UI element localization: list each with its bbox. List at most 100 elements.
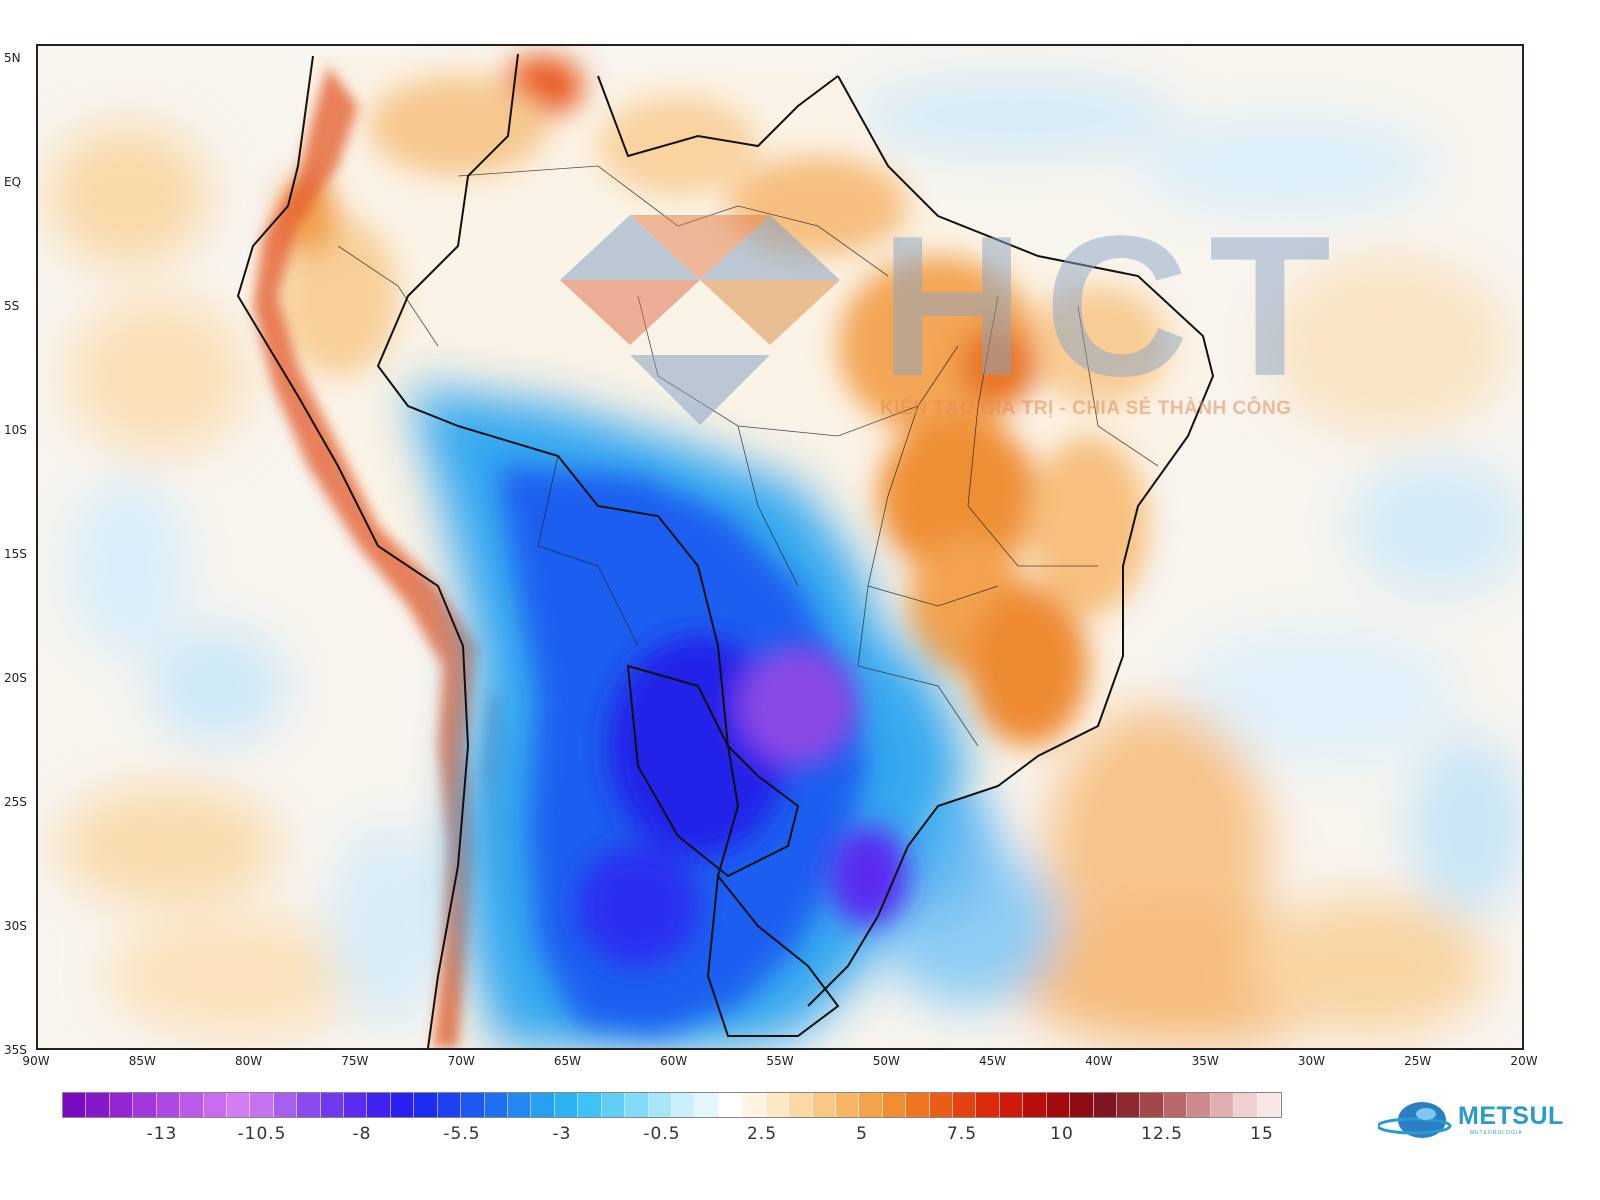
cold-anomaly-core: [578, 636, 908, 966]
color-scale-swatch: [648, 1093, 672, 1117]
warm-anomaly-layer: [278, 56, 1168, 746]
color-scale-label: -10.5: [237, 1124, 287, 1144]
color-scale-swatch: [1070, 1093, 1094, 1117]
lon-tick-label: 25W: [1404, 1054, 1432, 1068]
color-scale-swatch: [414, 1093, 438, 1117]
color-scale-swatch: [1234, 1093, 1258, 1117]
color-scale-swatch: [1116, 1093, 1141, 1117]
color-scale-swatch: [554, 1093, 579, 1117]
color-scale-swatch: [835, 1093, 860, 1117]
color-scale-swatch: [133, 1093, 157, 1117]
color-scale-swatch: [390, 1093, 415, 1117]
color-scale-swatch: [1257, 1093, 1281, 1117]
color-scale-swatch: [601, 1093, 626, 1117]
color-scale-label: 10: [1050, 1124, 1074, 1144]
color-scale-swatch: [1163, 1093, 1188, 1117]
color-scale-swatch: [718, 1093, 743, 1117]
color-scale-label: 5: [856, 1124, 868, 1144]
anomaly-map: [36, 44, 1524, 1050]
color-scale-swatch: [203, 1093, 227, 1117]
color-scale-swatch: [765, 1093, 790, 1117]
color-scale-swatch: [578, 1093, 602, 1117]
color-scale-label: -5.5: [443, 1124, 481, 1144]
color-scale-swatch: [1023, 1093, 1047, 1117]
lon-tick-label: 55W: [766, 1054, 794, 1068]
color-scale-swatch: [671, 1093, 696, 1117]
lat-tick-label: 5N: [4, 51, 21, 65]
color-scale-swatch: [484, 1093, 509, 1117]
globe-icon: [1378, 1102, 1452, 1138]
color-scale-swatch: [109, 1093, 134, 1117]
lat-tick-label: 35S: [4, 1043, 27, 1057]
color-scale-swatch: [812, 1093, 836, 1117]
lon-tick-label: 20W: [1510, 1054, 1538, 1068]
lon-tick-label: 35W: [1191, 1054, 1219, 1068]
color-scale-swatch: [156, 1093, 181, 1117]
color-scale-swatch: [929, 1093, 954, 1117]
color-scale-swatch: [789, 1093, 813, 1117]
color-scale-swatch: [508, 1093, 532, 1117]
color-scale-swatch: [63, 1093, 87, 1117]
color-scale-swatch: [437, 1093, 462, 1117]
lat-tick-label: 30S: [4, 919, 27, 933]
color-scale-swatch: [320, 1093, 345, 1117]
color-scale-swatch: [999, 1093, 1024, 1117]
color-scale-label: -8: [352, 1124, 372, 1144]
color-scale-swatch: [273, 1093, 298, 1117]
lon-tick-label: 50W: [872, 1054, 900, 1068]
metsul-logo: [1378, 1102, 1452, 1138]
color-scale-label: 7.5: [946, 1124, 978, 1144]
color-scale-swatch: [976, 1093, 1000, 1117]
metsul-wordmark: METSUL: [1458, 1102, 1564, 1130]
color-scale-swatch: [859, 1093, 883, 1117]
lat-tick-label: 20S: [4, 671, 27, 685]
color-scale-swatch: [695, 1093, 719, 1117]
ocean-anomaly-patches: [48, 76, 1522, 1046]
diamond-icon: [560, 215, 840, 425]
lon-tick-label: 40W: [1085, 1054, 1113, 1068]
color-scale-swatch: [180, 1093, 204, 1117]
lon-tick-label: 30W: [1297, 1054, 1325, 1068]
lon-tick-label: 65W: [553, 1054, 581, 1068]
color-scale-swatch: [1187, 1093, 1211, 1117]
color-scale-swatch: [344, 1093, 368, 1117]
lon-tick-label: 75W: [341, 1054, 369, 1068]
lon-tick-label: 45W: [978, 1054, 1007, 1068]
color-scale-swatch: [906, 1093, 930, 1117]
color-scale-label: -3: [552, 1124, 572, 1144]
country-borders: [236, 53, 1215, 1048]
lon-tick-label: 85W: [128, 1054, 156, 1068]
color-scale-swatch: [297, 1093, 321, 1117]
hct-watermark-logo: HCT: [560, 205, 1331, 425]
lat-tick-label: 10S: [4, 423, 27, 437]
color-scale-bar: [62, 1092, 1282, 1118]
lon-tick-label: 70W: [447, 1054, 475, 1068]
lon-tick-label: 80W: [234, 1054, 263, 1068]
color-scale-swatch: [953, 1093, 977, 1117]
color-scale-swatch: [226, 1093, 251, 1117]
color-scale-swatch: [250, 1093, 274, 1117]
map-canvas: [38, 46, 1522, 1048]
color-scale-label: 2.5: [746, 1124, 778, 1144]
metsul-subtitle: METEOROLOGIA: [1470, 1130, 1523, 1136]
color-scale-swatch: [1140, 1093, 1164, 1117]
color-scale-swatch: [1210, 1093, 1235, 1117]
state-borders: [337, 165, 1159, 747]
lon-tick-label: 60W: [660, 1054, 688, 1068]
color-scale-swatch: [1046, 1093, 1071, 1117]
lat-tick-label: 25S: [4, 795, 27, 809]
color-scale-swatch: [625, 1093, 649, 1117]
color-scale-swatch: [86, 1093, 110, 1117]
color-scale-swatch: [461, 1093, 485, 1117]
color-scale-swatch: [742, 1093, 766, 1117]
color-scale-label: 15: [1250, 1124, 1274, 1144]
color-scale-swatch: [1093, 1093, 1117, 1117]
color-scale-label: -13: [146, 1124, 178, 1144]
color-scale-label: -0.5: [643, 1124, 681, 1144]
color-scale-swatch: [882, 1093, 907, 1117]
lat-tick-label: EQ: [4, 175, 22, 189]
color-scale-label: 12.5: [1141, 1124, 1183, 1144]
lat-tick-label: 5S: [4, 299, 20, 313]
color-scale-swatch: [367, 1093, 391, 1117]
lon-tick-label: 90W: [22, 1054, 50, 1068]
